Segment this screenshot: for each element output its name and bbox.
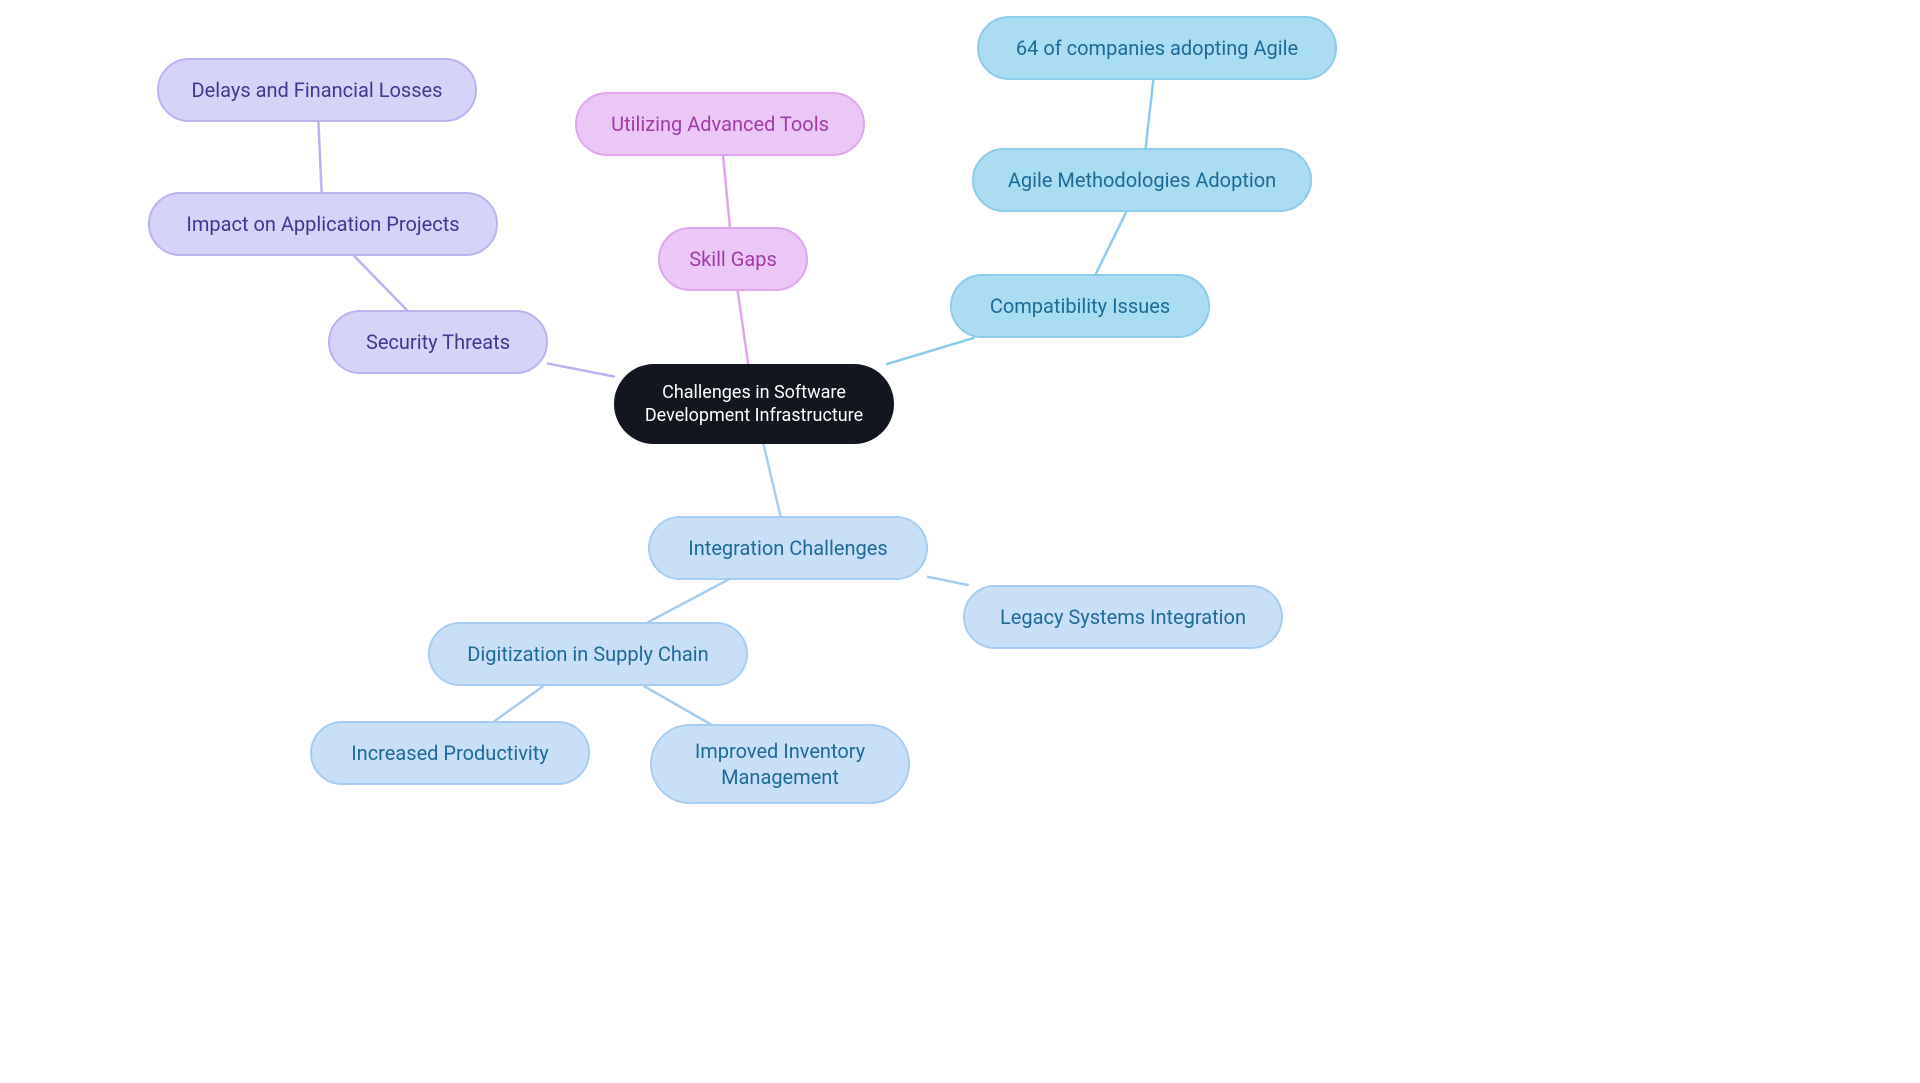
node-inventory: Improved Inventory Management — [650, 724, 910, 804]
node-security: Security Threats — [328, 310, 548, 374]
node-agile: Agile Methodologies Adoption — [972, 148, 1312, 212]
node-label: Integration Challenges — [688, 535, 887, 561]
edge-skillgaps-tools — [723, 156, 730, 227]
edge-security-impact — [354, 256, 407, 310]
node-legacy: Legacy Systems Integration — [963, 585, 1283, 649]
node-tools: Utilizing Advanced Tools — [575, 92, 865, 156]
node-digit: Digitization in Supply Chain — [428, 622, 748, 686]
node-label: Security Threats — [366, 329, 510, 355]
node-label: Utilizing Advanced Tools — [611, 111, 829, 137]
edge-digit-inventory — [644, 686, 710, 724]
edge-center-compat — [887, 338, 973, 364]
node-center: Challenges in Software Development Infra… — [614, 364, 894, 444]
edge-center-security — [548, 364, 614, 377]
node-sixtyfour: 64 of companies adopting Agile — [977, 16, 1337, 80]
edge-integration-legacy — [928, 577, 968, 585]
node-integration: Integration Challenges — [648, 516, 928, 580]
node-label: Legacy Systems Integration — [1000, 604, 1246, 630]
node-label: Improved Inventory Management — [695, 738, 865, 790]
node-label: Challenges in Software Development Infra… — [645, 381, 863, 428]
edge-center-skillgaps — [738, 291, 749, 364]
edge-digit-productivity — [495, 686, 544, 721]
node-label: Delays and Financial Losses — [192, 77, 443, 103]
node-label: Agile Methodologies Adoption — [1008, 167, 1276, 193]
edge-impact-delays — [318, 122, 321, 192]
node-skillgaps: Skill Gaps — [658, 227, 808, 291]
node-productivity: Increased Productivity — [310, 721, 590, 785]
node-compat: Compatibility Issues — [950, 274, 1210, 338]
node-label: Impact on Application Projects — [186, 211, 459, 237]
node-impact: Impact on Application Projects — [148, 192, 498, 256]
node-label: 64 of companies adopting Agile — [1016, 35, 1298, 61]
edge-center-integration — [763, 444, 780, 516]
node-label: Compatibility Issues — [990, 293, 1170, 319]
node-label: Skill Gaps — [689, 246, 777, 272]
edge-compat-agile — [1096, 212, 1127, 274]
node-label: Increased Productivity — [351, 740, 549, 766]
edge-integration-digit — [648, 580, 727, 622]
node-label: Digitization in Supply Chain — [467, 641, 708, 667]
diagram-edges — [0, 0, 1920, 1083]
edge-agile-sixtyfour — [1146, 80, 1154, 148]
node-delays: Delays and Financial Losses — [157, 58, 477, 122]
